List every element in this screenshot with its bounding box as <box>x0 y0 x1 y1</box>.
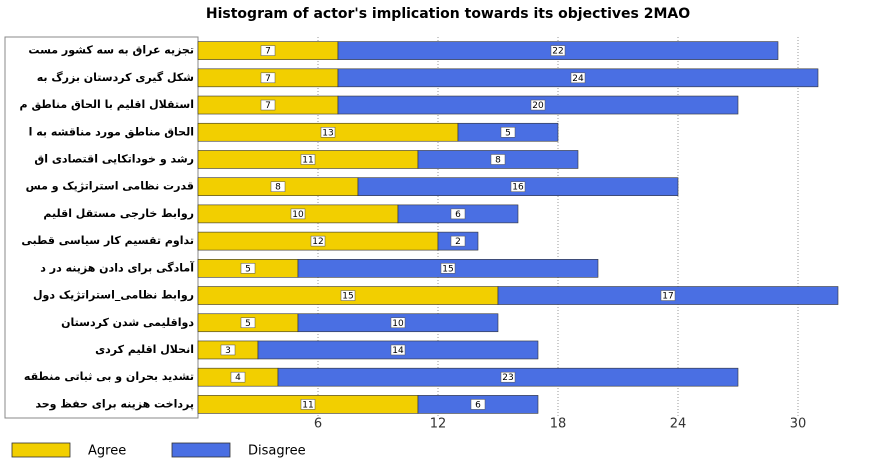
category-label: آمادگی برای دادن هزینه در د <box>40 260 194 274</box>
category-label: رشد و خوداتکایی اقتصادی اق <box>34 152 194 165</box>
value-label: 20 <box>532 101 544 111</box>
value-label: 15 <box>342 292 353 302</box>
value-label: 17 <box>662 292 673 302</box>
value-label-box <box>390 344 406 356</box>
value-label-box <box>260 99 276 111</box>
value-label: 24 <box>572 74 584 84</box>
x-tick-label: 30 <box>790 417 807 432</box>
category-label: تشدید بحران و بی ثباتی منطقه <box>24 370 194 383</box>
value-label-box <box>340 290 356 301</box>
value-label-box <box>570 72 586 84</box>
value-label: 10 <box>292 210 304 220</box>
value-label-box <box>310 235 326 247</box>
category-label: روابط خارجی مستقل اقلیم <box>43 207 194 220</box>
category-label: شکل گیری کردستان بزرگ به <box>37 70 194 84</box>
legend-swatch <box>11 442 71 458</box>
value-label: 8 <box>275 183 281 193</box>
value-label: 7 <box>265 47 271 57</box>
value-label-box <box>500 371 516 383</box>
category-label: تجزیه عراق به سه کشور مست <box>28 44 194 57</box>
value-label-box <box>440 263 456 274</box>
value-label-box <box>530 99 546 111</box>
value-label-box <box>500 127 516 138</box>
category-label: استقلال اقلیم با الحاق مناطق م <box>20 98 194 111</box>
value-label-box <box>240 317 256 328</box>
value-label-box <box>230 371 246 383</box>
x-tick-label: 18 <box>550 417 567 432</box>
value-label-box <box>470 399 486 410</box>
value-label-box <box>300 399 316 410</box>
value-label-box <box>260 45 276 56</box>
value-label-box <box>390 317 406 328</box>
value-label-box <box>300 154 316 165</box>
value-label-box <box>270 181 286 192</box>
value-label-box <box>490 154 506 165</box>
value-label: 13 <box>322 128 333 138</box>
value-label: 10 <box>392 319 404 329</box>
chart-title: Histogram of actor's implication towards… <box>206 6 690 22</box>
value-label-box <box>320 127 336 138</box>
category-label: دواقلیمی شدن کردستان <box>61 316 194 329</box>
category-label: تداوم تقسیم کار سیاسی قطبی <box>21 234 194 247</box>
value-label-box <box>240 263 256 274</box>
value-label: 6 <box>475 400 481 410</box>
value-label: 5 <box>245 319 251 329</box>
value-label-box <box>550 45 566 56</box>
value-label: 7 <box>265 101 271 111</box>
value-label-box <box>220 344 236 356</box>
category-label: قدرت نظامی استراتژیک و مس <box>26 180 194 193</box>
value-label-box <box>290 208 306 220</box>
value-label: 22 <box>552 47 563 57</box>
legend-label: Agree <box>88 444 126 459</box>
x-tick-label: 24 <box>670 417 687 432</box>
legend-swatch <box>171 442 231 458</box>
value-label: 6 <box>455 210 461 220</box>
category-label: انحلال اقلیم کردی <box>95 343 194 356</box>
value-label: 12 <box>312 237 323 247</box>
x-tick-label: 12 <box>430 417 447 432</box>
value-label-box <box>660 290 676 301</box>
value-label: 15 <box>442 264 453 274</box>
value-label-box <box>260 72 276 84</box>
value-label-box <box>510 181 526 192</box>
value-label: 11 <box>302 155 313 165</box>
value-label: 7 <box>265 74 271 84</box>
value-label: 5 <box>245 264 251 274</box>
category-label: پرداخت هزینه برای حفظ وحد <box>35 397 194 410</box>
x-tick-label: 6 <box>314 417 322 432</box>
value-label: 23 <box>502 373 513 383</box>
value-label: 2 <box>455 237 461 247</box>
value-label: 4 <box>235 373 241 383</box>
value-label: 14 <box>392 346 404 356</box>
value-label: 11 <box>302 400 313 410</box>
value-label: 8 <box>495 155 501 165</box>
value-label-box <box>450 208 466 220</box>
value-label: 5 <box>505 128 511 138</box>
category-label: الحاق مناطق مورد مناقشه به ا <box>29 125 194 138</box>
value-label: 16 <box>512 183 524 193</box>
value-label: 3 <box>225 346 231 356</box>
label-frame <box>4 36 199 419</box>
legend-label: Disagree <box>248 444 306 459</box>
category-label: روابط نظامی_استراتژیک دول <box>33 289 194 302</box>
value-label-box <box>450 235 466 247</box>
